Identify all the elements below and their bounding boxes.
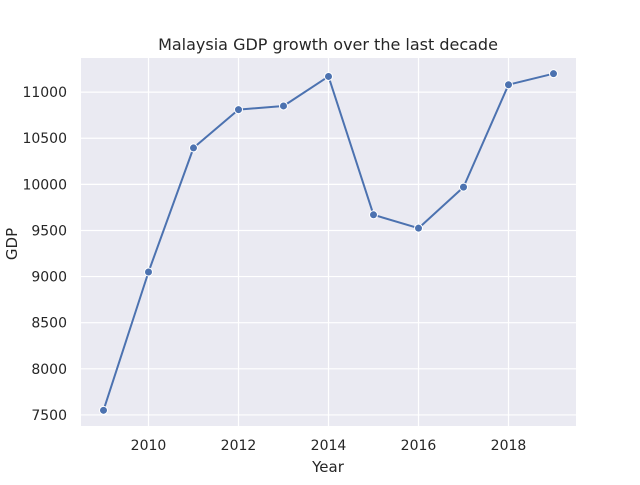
data-point [549,69,558,79]
data-point [504,80,513,90]
series-layer [99,69,558,415]
y-tick-label: 8000 [31,362,67,378]
y-tick-label: 10000 [22,177,67,193]
data-point [414,223,423,233]
y-tick-label: 8500 [31,316,67,332]
y-tick-label: 9000 [31,270,67,286]
chart-title: Malaysia GDP growth over the last decade [158,35,498,54]
data-point [99,405,108,415]
x-tick-label: 2016 [401,438,437,454]
y-tick-label: 11000 [22,85,67,101]
x-tick-labels: 2010 2012 2014 2016 2018 [131,438,527,454]
data-point [369,210,378,220]
x-tick-label: 2010 [131,438,167,454]
data-point [324,71,333,81]
y-tick-label: 7500 [31,408,67,424]
x-tick-label: 2018 [491,438,527,454]
data-point [189,143,198,153]
data-point [279,101,288,111]
y-tick-label: 10500 [22,131,67,147]
y-tick-label: 9500 [31,223,67,239]
data-point [234,105,243,115]
x-axis-label: Year [311,458,345,476]
y-axis-label: GDP [3,228,21,260]
x-tick-label: 2012 [221,438,257,454]
grid-lines [81,58,576,426]
x-tick-label: 2014 [311,438,347,454]
data-point [459,182,468,192]
y-tick-labels: 7500 8000 8500 9000 9500 10000 10500 11000 [22,85,67,424]
data-point [144,267,153,277]
